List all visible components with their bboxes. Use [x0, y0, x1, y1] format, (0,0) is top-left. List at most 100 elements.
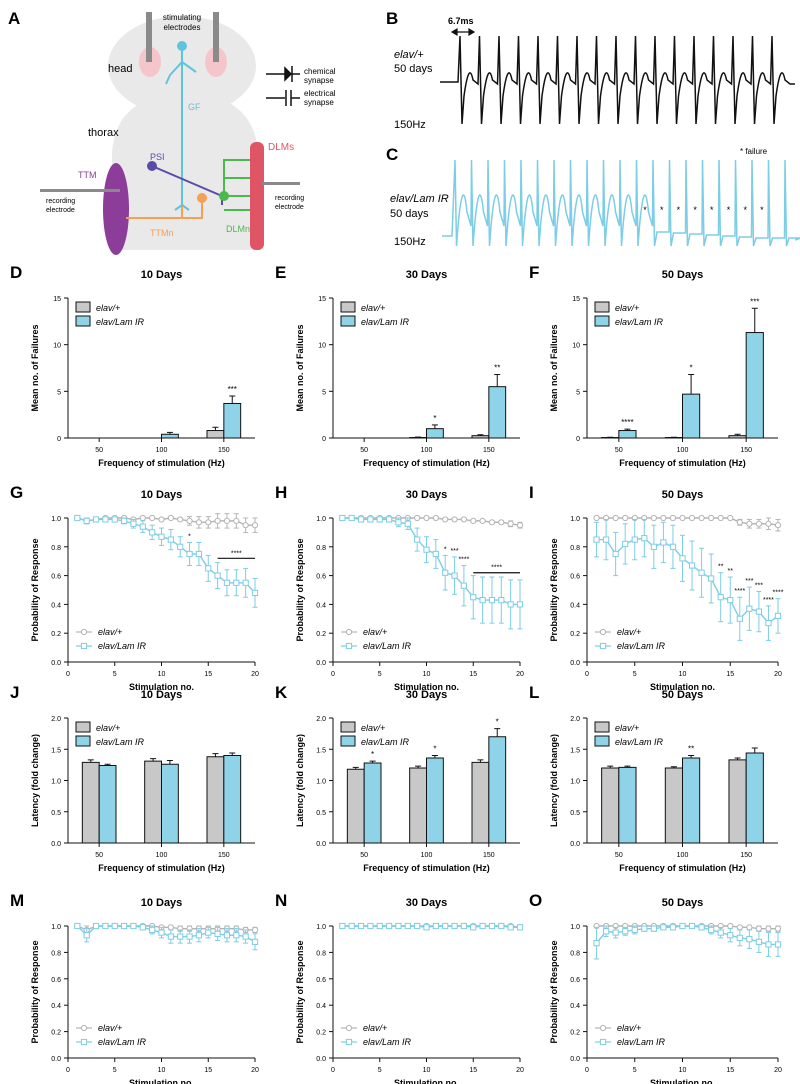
legend-label: elav/+: [615, 303, 639, 313]
significance-mark: ****: [458, 557, 469, 564]
gf-neuron: [165, 41, 197, 211]
trace-c-failure-star: *: [643, 205, 647, 215]
data-point: [451, 922, 458, 930]
dlms-shape: [250, 142, 264, 250]
bar: [618, 766, 637, 844]
y-tick-label: 1.0: [316, 924, 326, 931]
y-axis-label: Latency (fold change): [295, 734, 305, 827]
significance-mark: ***: [228, 385, 237, 394]
x-tick-label: 15: [204, 1067, 212, 1074]
legend-swatch: [594, 301, 610, 313]
bar: [144, 760, 162, 844]
legend-label: elav/Lam IR: [361, 737, 410, 747]
x-tick-label: 150: [740, 852, 752, 859]
bar: [471, 435, 490, 439]
x-tick-label: 100: [421, 447, 433, 454]
data-point: [205, 519, 212, 526]
y-axis-label: Mean no. of Failures: [30, 324, 40, 411]
trace-c-failure-note: * failure: [740, 147, 768, 156]
y-tick-label: 0.2: [570, 1030, 580, 1037]
data-point: [774, 612, 782, 620]
legend-marker: [599, 628, 607, 636]
data-point: [121, 517, 128, 524]
data-point: [414, 536, 421, 543]
series-lam-ir: [74, 514, 259, 608]
panel-a: A stimulating electrodes head thorax GF …: [8, 9, 336, 255]
trace-c-failure-marks: * * * * * * * *: [643, 205, 764, 215]
panel-letter: E: [275, 263, 286, 282]
data-point: [251, 589, 259, 596]
chart-title: 50 Days: [662, 897, 704, 909]
data-point: [603, 536, 610, 543]
data-point: [357, 516, 365, 523]
trace-c-failure-star: *: [677, 205, 681, 215]
x-tick-label: 20: [774, 1067, 782, 1074]
legend-marker: [599, 642, 607, 650]
chart-e: E 30 Days 0 5 10 15 Frequency of stimulation (…: [275, 263, 520, 468]
legend-swatch: [594, 721, 610, 733]
data-point: [727, 922, 734, 930]
y-tick-label: 0.0: [51, 660, 61, 667]
electrical-synapse-symbol: [266, 90, 300, 106]
label-thorax: thorax: [88, 127, 119, 139]
ttm-shape: [103, 163, 129, 255]
data-point: [488, 922, 496, 930]
legend-swatch: [75, 315, 91, 327]
x-axis-label: Stimulation no.: [650, 682, 715, 692]
bar: [223, 755, 242, 844]
y-tick-label: 0.2: [316, 1030, 326, 1037]
legend-label: elav/+: [98, 627, 122, 637]
data-point: [708, 575, 715, 582]
series-lam-ir: [339, 514, 524, 630]
data-point: [83, 932, 90, 939]
data-point: [755, 608, 762, 615]
chart-n: N 30 Days 0.0 0.2 0.4 0.6 0.8 1.0 Stimulation no…: [275, 891, 524, 1084]
data-point: [688, 514, 696, 522]
y-axis-label: Probability of Response: [30, 940, 40, 1043]
series-control: [74, 922, 259, 935]
x-tick-label: 10: [679, 1067, 687, 1074]
significance-mark: **: [688, 745, 694, 754]
y-tick-label: 10: [572, 343, 580, 350]
chemical-synapse-symbol: [266, 66, 300, 82]
legend-label: elav/Lam IR: [98, 1037, 147, 1047]
x-tick-label: 10: [158, 1067, 166, 1074]
data-point: [130, 922, 137, 930]
data-point: [92, 516, 100, 523]
data-point: [612, 550, 619, 558]
x-tick-label: 50: [95, 447, 103, 454]
significance-mark: ***: [750, 297, 759, 306]
legend-label: elav/Lam IR: [96, 317, 145, 327]
data-point: [158, 533, 165, 540]
chart-title: 50 Days: [662, 489, 704, 501]
data-point: [507, 601, 514, 608]
y-tick-label: 0.0: [570, 660, 580, 667]
significance-mark: *: [433, 414, 436, 423]
trace-c-genotype: elav/Lam IR: [390, 193, 449, 205]
data-point: [593, 536, 600, 543]
y-tick-label: 0.6: [51, 977, 61, 984]
y-axis-label: Latency (fold change): [30, 734, 40, 827]
label-gf: GF: [188, 102, 201, 112]
label-recording-right-1: recording: [275, 195, 304, 202]
data-point: [641, 925, 648, 932]
panel-b: B 6.7ms elav/+ 50 days 150Hz: [386, 9, 795, 131]
legend-marker: [80, 1038, 88, 1046]
series-lam-ir: [593, 922, 782, 960]
data-point: [727, 514, 734, 522]
data-point: [242, 522, 249, 529]
legend-marker: [599, 1024, 607, 1032]
y-tick-label: 2.0: [316, 716, 326, 723]
data-point: [774, 941, 782, 948]
label-psi: PSI: [150, 152, 165, 162]
x-tick-label: 50: [615, 852, 623, 859]
y-tick-label: 0.8: [51, 545, 61, 552]
y-tick-label: 1.5: [51, 747, 61, 754]
legend-marker: [599, 1038, 607, 1046]
data-point: [507, 924, 514, 931]
significance-mark: **: [728, 568, 734, 575]
data-point: [669, 543, 677, 550]
y-tick-label: 0.0: [570, 1056, 580, 1063]
data-point: [233, 517, 240, 524]
data-point: [593, 940, 600, 947]
